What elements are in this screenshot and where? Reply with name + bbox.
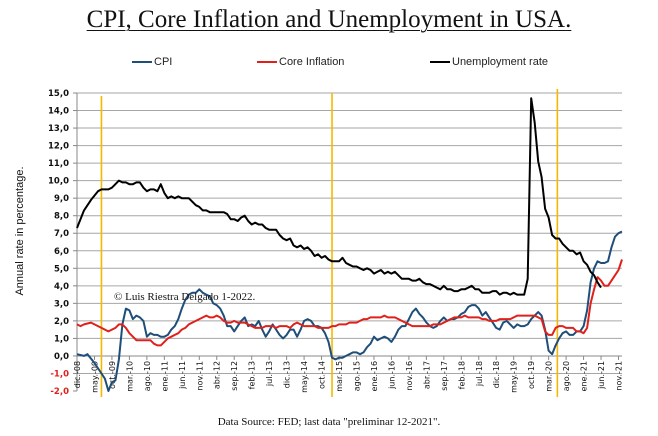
y-tick-label: 11,0 bbox=[48, 159, 69, 169]
legend-item-cpi: CPI bbox=[132, 56, 172, 68]
y-tick-label: 6,0 bbox=[54, 247, 69, 257]
legend-swatch-core-inflation bbox=[257, 61, 277, 63]
x-tick-label: ago.-20 bbox=[562, 361, 571, 391]
x-tick-label: oct.-09 bbox=[108, 361, 117, 389]
x-tick-label: feb.-18 bbox=[457, 361, 466, 389]
x-tick-label: abr.-17 bbox=[422, 361, 431, 389]
x-tick-label: jun.-21 bbox=[597, 361, 606, 390]
chart-title: CPI, Core Inflation and Unemployment in … bbox=[86, 6, 572, 33]
x-tick-label: dic.-13 bbox=[283, 361, 292, 388]
series-line-unemployment-rate bbox=[76, 97, 602, 296]
x-tick-label: oct.-14 bbox=[318, 361, 327, 389]
gridlines bbox=[73, 92, 622, 392]
legend-swatch-cpi bbox=[132, 61, 152, 63]
x-tick-label: jul.-13 bbox=[265, 361, 274, 387]
x-tick-label: may.-14 bbox=[300, 361, 309, 393]
legend-swatch-unemployment bbox=[430, 61, 450, 63]
x-tick-label: oct.-19 bbox=[527, 361, 536, 389]
data-source-note: Data Source: FED; last data "preliminar … bbox=[217, 416, 441, 428]
x-tick-label: nov.-21 bbox=[615, 361, 624, 391]
y-tick-label: 12,0 bbox=[48, 142, 69, 152]
x-tick-label: jun.-11 bbox=[178, 361, 187, 390]
y-tick-labels: 15,0 14,0 13,0 12,0 11,0 10,0 9,0 8,0 7,0 6,0 5,0 4… bbox=[48, 89, 69, 397]
x-tick-label: nov.-16 bbox=[405, 361, 414, 391]
x-tick-label: ago.-15 bbox=[352, 361, 361, 391]
copyright-annotation: © Luis Riestra Delgado 1-2022. bbox=[114, 291, 255, 303]
x-tick-label: dic.-18 bbox=[492, 361, 501, 388]
y-tick-label: 2,0 bbox=[54, 317, 69, 327]
y-tick-label: 15,0 bbox=[48, 89, 69, 99]
y-tick-label: 10,0 bbox=[48, 177, 69, 187]
x-tick-label: nov.-11 bbox=[195, 361, 204, 391]
series-line-core-inflation bbox=[76, 259, 623, 347]
x-tick-label: may.-19 bbox=[510, 361, 519, 393]
legend-label-cpi: CPI bbox=[154, 56, 173, 68]
y-tick-label: 0,0 bbox=[54, 352, 69, 362]
legend: CPI Core Inflation Unemployment rate bbox=[0, 56, 658, 72]
legend-label-unemployment: Unemployment rate bbox=[452, 56, 548, 68]
vertical-markers bbox=[100, 89, 559, 397]
series-lines bbox=[76, 97, 623, 392]
x-tick-label: sep.-17 bbox=[440, 361, 449, 391]
x-tick-label: mar.-20 bbox=[545, 361, 554, 392]
x-tick-label: sep.-12 bbox=[230, 361, 239, 391]
series-line-cpi bbox=[76, 230, 623, 392]
x-tick-label: ene.-11 bbox=[160, 361, 169, 392]
x-tick-label: feb.-13 bbox=[248, 361, 257, 389]
y-tick-label: -1,0 bbox=[50, 369, 69, 379]
y-tick-label: 14,0 bbox=[48, 107, 69, 117]
x-tick-label: may.-09 bbox=[90, 361, 99, 393]
legend-item-unemployment: Unemployment rate bbox=[430, 56, 548, 68]
x-tick-label: ago.-10 bbox=[143, 361, 152, 391]
legend-item-core-inflation: Core Inflation bbox=[257, 56, 344, 68]
y-tick-label: 9,0 bbox=[54, 194, 69, 204]
y-tick-label: 1,0 bbox=[54, 334, 69, 344]
y-tick-label: 7,0 bbox=[54, 229, 69, 239]
x-tick-label: jul.-18 bbox=[475, 361, 484, 387]
legend-label-core-inflation: Core Inflation bbox=[279, 56, 345, 68]
x-tick-label: jun.-16 bbox=[387, 361, 396, 390]
x-tick-label: abr.-12 bbox=[213, 361, 222, 389]
y-tick-label: 3,0 bbox=[54, 299, 69, 309]
x-tick-label: ene.-16 bbox=[370, 361, 379, 392]
x-axis: dic.-08 may.-09 oct.-09 mar.-10 ago.-10 ene.-… bbox=[73, 355, 624, 393]
x-tick-label: ene.-21 bbox=[580, 361, 589, 392]
y-tick-label: 8,0 bbox=[54, 212, 69, 222]
x-tick-label: mar.-10 bbox=[125, 361, 134, 392]
y-tick-label: 13,0 bbox=[48, 124, 69, 134]
x-tick-label: dic.-08 bbox=[73, 361, 82, 388]
x-tick-label: mar.-15 bbox=[335, 361, 344, 392]
y-tick-label: -2,0 bbox=[50, 387, 69, 397]
y-tick-label: 5,0 bbox=[54, 264, 69, 274]
y-tick-label: 4,0 bbox=[54, 282, 69, 292]
